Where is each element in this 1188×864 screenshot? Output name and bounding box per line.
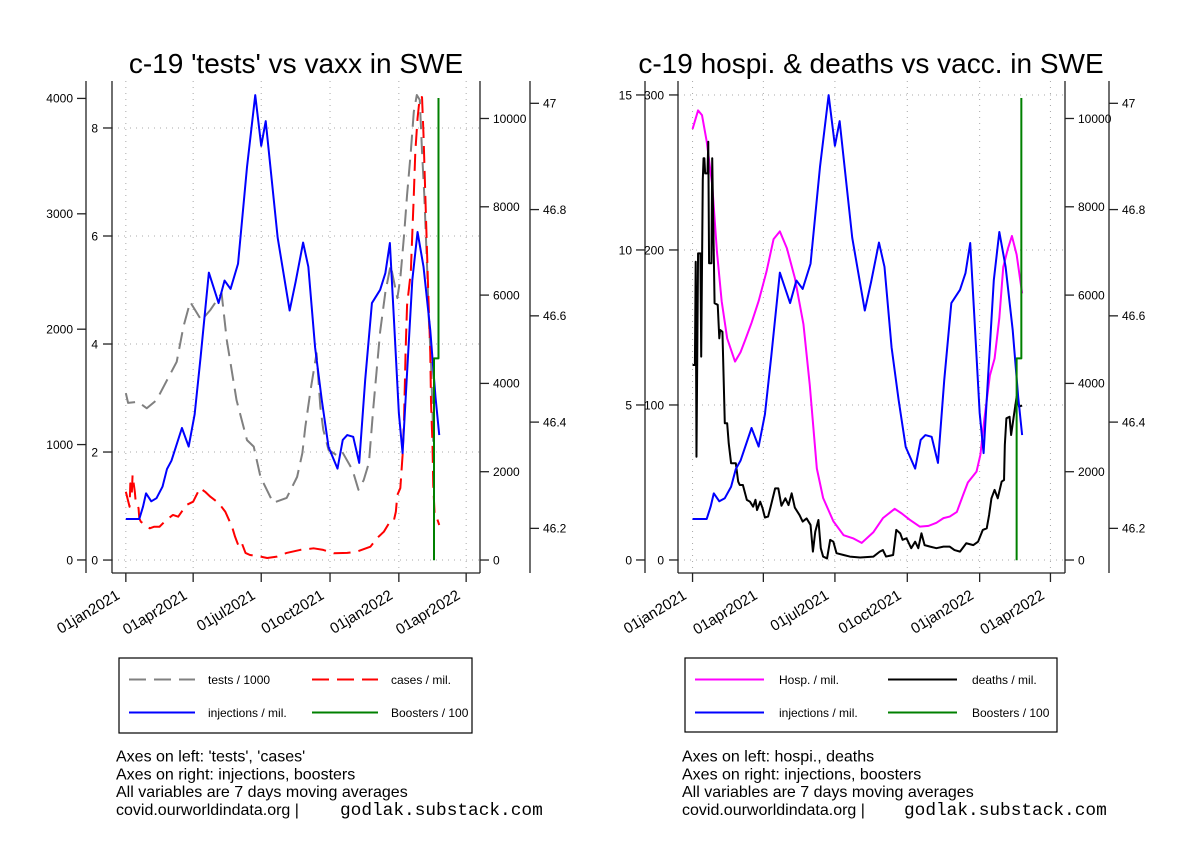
legend-label: deaths / mil. (972, 673, 1037, 687)
y-tick-label: 0 (66, 553, 73, 567)
y-axis-right-inner: 0 2000 4000 6000 8000 10000 (479, 81, 527, 573)
y-tick-label: 47 (1122, 97, 1136, 111)
y-tick-label: 6000 (493, 288, 520, 302)
legend-item-tests: tests / 1000 (129, 673, 270, 687)
legend-label: injections / mil. (779, 706, 858, 720)
y-tick-label: 10000 (493, 112, 527, 126)
y-tick-label: 0 (657, 553, 664, 567)
legend-label: tests / 1000 (208, 673, 270, 687)
y-tick-label: 8000 (1078, 200, 1105, 214)
series-line-injections (692, 94, 1024, 520)
legend-box (118, 657, 473, 734)
legend: tests / 1000 cases / mil. injections / mil… (118, 657, 473, 734)
y-tick-label: 10000 (1078, 112, 1112, 126)
y-axis-left-outer: 0 5 10 15 (619, 81, 646, 573)
y-tick-label: 47 (543, 97, 557, 111)
footnote-line: Axes on right: injections, boosters (116, 766, 355, 783)
legend: Hosp. / mil. deaths / mil. injections / mi… (684, 657, 1058, 733)
footnote-line: All variables are 7 days moving averages (116, 784, 408, 801)
y-tick-label: 46.6 (543, 309, 567, 323)
series-lines (124, 94, 441, 561)
y-tick-label: 2000 (493, 465, 520, 479)
y-tick-label: 0 (91, 553, 98, 567)
y-tick-label: 46.8 (1122, 203, 1146, 217)
y-tick-label: 46.4 (1122, 415, 1146, 429)
y-tick-label: 100 (644, 398, 664, 412)
y-axis-right-outer: 46.2 46.4 46.6 46.8 47 (529, 81, 567, 573)
chart-title: c-19 hospi. & deaths vs vacc. in SWE (638, 48, 1103, 79)
series-line-cases (124, 96, 441, 559)
y-tick-label: 1000 (46, 438, 73, 452)
footnote-line: All variables are 7 days moving averages (682, 784, 974, 801)
y-tick-label: 300 (644, 88, 664, 102)
y-tick-label: 6000 (1078, 288, 1105, 302)
footnotes: Axes on left: 'tests', 'cases'Axes on ri… (116, 749, 543, 821)
legend-label: injections / mil. (208, 706, 287, 720)
y-axis-right-outer: 46.2 46.4 46.6 46.8 47 (1108, 81, 1146, 573)
footnote-line: Axes on left: 'tests', 'cases' (116, 749, 305, 766)
credit-text: godlak.substack.com (340, 801, 543, 821)
footnote-line: covid.ourworldindata.org | (682, 802, 865, 819)
y-tick-label: 46.8 (543, 203, 567, 217)
y-tick-label: 6 (91, 229, 98, 243)
legend-label: cases / mil. (391, 673, 451, 687)
y-tick-label: 4000 (46, 92, 73, 106)
y-tick-label: 46.6 (1122, 309, 1146, 323)
y-tick-label: 0 (493, 553, 500, 567)
chart-title: c-19 'tests' vs vaxx in SWE (129, 48, 463, 79)
y-tick-label: 5 (625, 398, 632, 412)
y-tick-label: 4000 (1078, 377, 1105, 391)
legend-label: Boosters / 100 (391, 706, 469, 720)
y-axis-left-inner: 0 100 200 300 (644, 81, 679, 573)
legend-item-cases: cases / mil. (312, 673, 451, 687)
footnote-line: Axes on right: injections, boosters (682, 766, 921, 783)
y-tick-label: 2000 (1078, 465, 1105, 479)
y-tick-label: 15 (619, 88, 633, 102)
y-tick-label: 3000 (46, 207, 73, 221)
y-tick-label: 2 (91, 445, 98, 459)
legend-label: Hosp. / mil. (779, 673, 839, 687)
legend-item-boosters: Boosters / 100 (312, 706, 469, 720)
y-tick-label: 0 (1078, 553, 1085, 567)
footnote-line: covid.ourworldindata.org | (116, 802, 299, 819)
series-line-deaths (692, 140, 1023, 560)
y-tick-label: 8 (91, 121, 98, 135)
y-tick-label: 200 (644, 243, 664, 257)
y-tick-label: 4 (91, 337, 98, 351)
y-tick-label: 46.4 (543, 415, 567, 429)
y-axis-left-outer: 0 1000 2000 3000 4000 (46, 81, 87, 573)
series-line-boosters (1015, 98, 1023, 561)
footnote-line: Axes on left: hospi., deaths (682, 749, 874, 766)
legend-item-hosp: Hosp. / mil. (695, 673, 839, 687)
legend-item-injections: injections / mil. (695, 706, 858, 720)
y-tick-label: 4000 (493, 377, 520, 391)
series-lines (691, 94, 1024, 561)
series-line-hosp (691, 109, 1024, 544)
series-line-injections (125, 94, 441, 520)
y-tick-label: 46.2 (543, 522, 567, 536)
y-tick-label: 2000 (46, 322, 73, 336)
y-axis-left-inner: 0 2 4 6 8 (91, 81, 113, 573)
y-tick-label: 0 (625, 553, 632, 567)
series-line-tests (124, 94, 435, 504)
y-tick-label: 46.2 (1122, 522, 1146, 536)
gridlines (678, 81, 1065, 573)
series-line-boosters (433, 98, 440, 561)
credit-text: godlak.substack.com (904, 801, 1107, 821)
y-axis-right-inner: 0 2000 4000 6000 8000 10000 (1064, 81, 1112, 573)
legend-item-injections: injections / mil. (129, 706, 287, 720)
y-tick-label: 10 (619, 243, 633, 257)
y-tick-label: 8000 (493, 200, 520, 214)
legend-item-deaths: deaths / mil. (888, 673, 1037, 687)
legend-box (684, 657, 1058, 733)
legend-label: Boosters / 100 (972, 706, 1050, 720)
legend-item-boosters: Boosters / 100 (888, 706, 1050, 720)
